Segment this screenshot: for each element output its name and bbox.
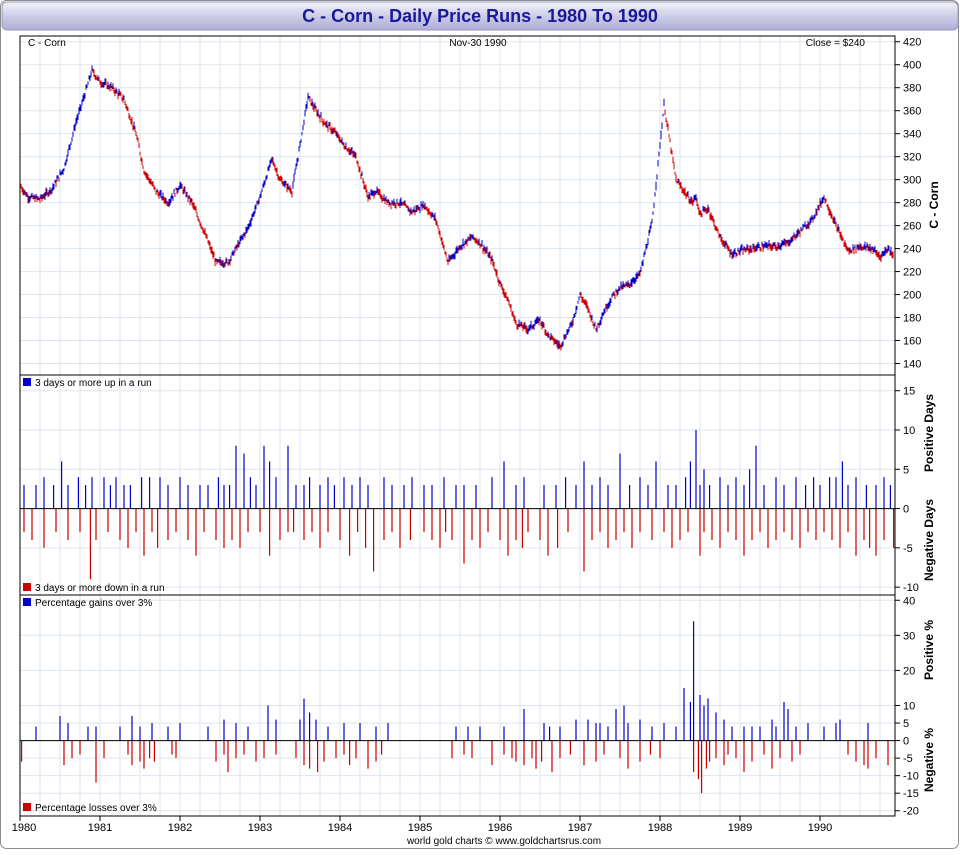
y-tick-label: 140 — [903, 359, 921, 371]
footer-credit: world gold charts © www.goldchartsrus.co… — [406, 836, 601, 847]
x-tick-label: 1987 — [568, 822, 592, 834]
legend-down-days: 3 days or more down in a run — [35, 583, 165, 594]
y-tick-label: 40 — [903, 595, 915, 607]
y-tick-label: 0 — [903, 736, 909, 748]
y-tick-label: 380 — [903, 83, 921, 95]
y-tick-label: 30 — [903, 630, 915, 642]
negative-days-label: Negative Days — [922, 499, 936, 581]
y-tick-label: 20 — [903, 665, 915, 677]
y-tick-label: 420 — [903, 37, 921, 49]
x-tick-label: 1985 — [408, 822, 432, 834]
run-days-series — [23, 430, 895, 580]
x-tick-label: 1982 — [168, 822, 192, 834]
y-tick-label: -15 — [903, 788, 919, 800]
y-tick-label: 360 — [903, 106, 921, 118]
y-tick-label: 10 — [903, 425, 915, 437]
chart-title: C - Corn - Daily Price Runs - 1980 To 19… — [302, 6, 658, 26]
y-tick-label: -5 — [903, 753, 913, 765]
legend-pct-gains-swatch — [23, 598, 31, 606]
y-tick-label: -5 — [903, 543, 913, 555]
y-tick-label: 160 — [903, 336, 921, 348]
legend-pct-losses: Percentage losses over 3% — [35, 803, 157, 814]
y-tick-label: 320 — [903, 152, 921, 164]
y-tick-label: 280 — [903, 198, 921, 210]
positive-pct-label: Positive % — [922, 620, 936, 680]
y-tick-label: 5 — [903, 464, 909, 476]
x-tick-label: 1981 — [88, 822, 112, 834]
grid-layer — [20, 36, 895, 816]
price-header-right: Close = $240 — [806, 38, 866, 49]
legend-pct-losses-swatch — [23, 803, 31, 811]
x-tick-label: 1983 — [248, 822, 272, 834]
y-tick-label: 0 — [903, 504, 909, 516]
y-tick-label: 10 — [903, 701, 915, 713]
y-tick-label: -10 — [903, 771, 919, 783]
y-tick-label: -10 — [903, 582, 919, 594]
y-tick-label: 180 — [903, 313, 921, 325]
x-tick-label: 1988 — [648, 822, 672, 834]
x-tick-label: 1990 — [808, 822, 832, 834]
title-bar — [1, 1, 959, 31]
legend-pct-gains: Percentage gains over 3% — [35, 598, 152, 609]
run-percent-series — [21, 621, 889, 794]
y-tick-label: -20 — [903, 806, 919, 818]
y-tick-label: 5 — [903, 718, 909, 730]
y-tick-label: 300 — [903, 175, 921, 187]
y-tick-label: 260 — [903, 221, 921, 233]
legend-up-days: 3 days or more up in a run — [35, 378, 152, 389]
legend-down-days-swatch — [23, 583, 31, 591]
y-tick-label: 340 — [903, 129, 921, 141]
x-tick-label: 1984 — [328, 822, 352, 834]
x-tick-label: 1986 — [488, 822, 512, 834]
y-tick-label: 200 — [903, 290, 921, 302]
price-header-center: Nov-30 1990 — [449, 38, 507, 49]
x-tick-label: 1989 — [728, 822, 752, 834]
axis-ticks: 1980 1981 1982 1983 1984 1985 1986 1987 1988 1989… — [12, 37, 922, 834]
y-tick-label: 240 — [903, 244, 921, 256]
x-tick-label: 1980 — [12, 822, 36, 834]
y-tick-label: 400 — [903, 60, 921, 72]
y-tick-label: 15 — [903, 386, 915, 398]
price-axis-label: C - Corn — [927, 181, 941, 228]
price-series — [20, 65, 894, 351]
y-tick-label: 220 — [903, 267, 921, 279]
negative-pct-label: Negative % — [922, 728, 936, 792]
price-header-left: C - Corn — [28, 38, 66, 49]
positive-days-label: Positive Days — [922, 394, 936, 472]
plot-border — [19, 35, 896, 817]
legend-up-days-swatch — [23, 378, 31, 386]
